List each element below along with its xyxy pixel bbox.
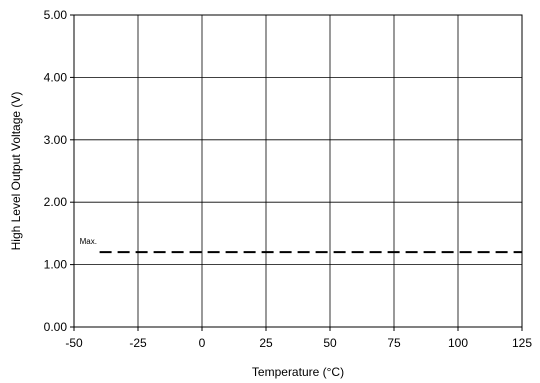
y-tick-label: 1.00 [44, 258, 68, 272]
ticks: -50 -25 0 25 50 75 100 125 0.00 1.00 2.00 3.00 4.00 5… [44, 8, 533, 350]
x-tick-label: 50 [323, 336, 337, 350]
y-tick-label: 3.00 [44, 133, 68, 147]
x-tick-label: 0 [199, 336, 206, 350]
x-tick-label: -50 [65, 336, 83, 350]
x-tick-label: 100 [448, 336, 468, 350]
y-axis-label: High Level Output Voltage (V) [9, 92, 23, 251]
y-tick-label: 0.00 [44, 320, 68, 334]
x-tick-label: 75 [387, 336, 401, 350]
plot-frame [73, 14, 523, 328]
y-tick-label: 5.00 [44, 8, 68, 22]
y-tick-label: 2.00 [44, 195, 68, 209]
y-tick-label: 4.00 [44, 70, 68, 84]
x-tick-label: 25 [259, 336, 273, 350]
x-axis-label: Temperature (°C) [252, 365, 344, 379]
annotation-max-label: Max. [80, 237, 97, 246]
grid [73, 14, 523, 328]
annotation-layer: Max. [80, 237, 97, 246]
x-tick-label: -25 [129, 336, 147, 350]
x-tick-label: 125 [512, 336, 532, 350]
